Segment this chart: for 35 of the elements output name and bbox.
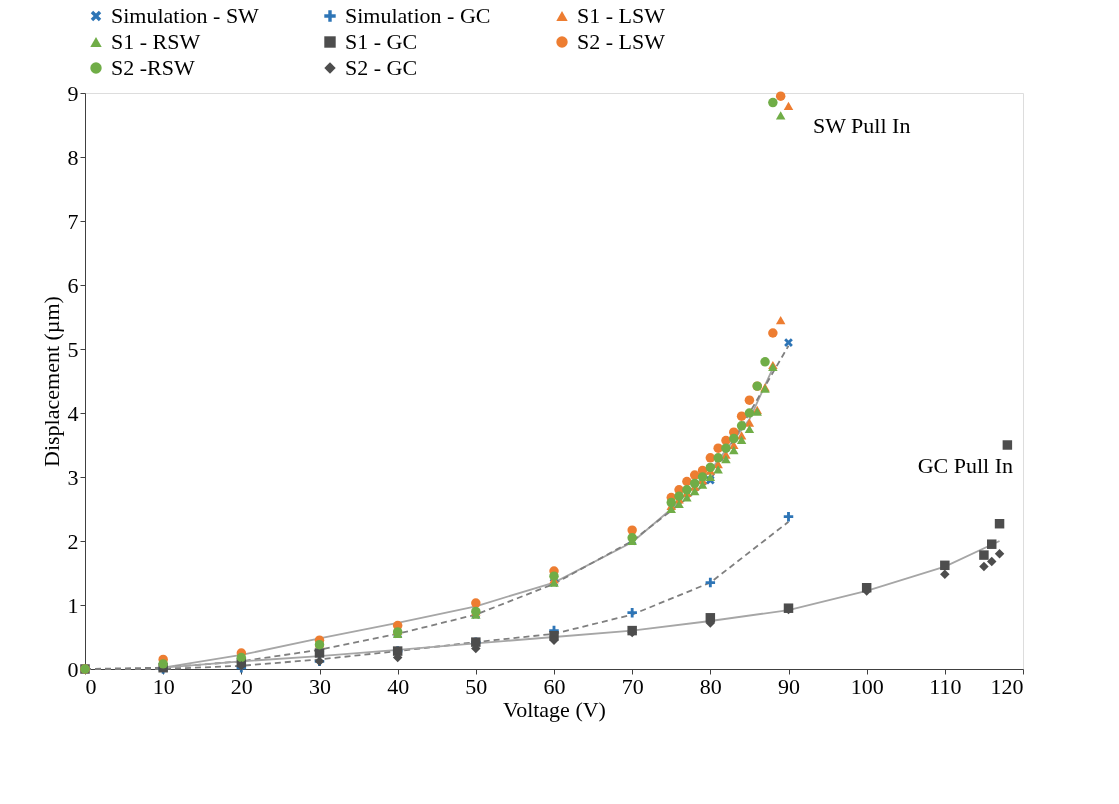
annotation: SW Pull In — [813, 113, 911, 138]
legend-label: Simulation - GC — [345, 3, 491, 28]
x-tick-label: 100 — [850, 673, 884, 699]
y-tick-label: 2 — [67, 528, 79, 554]
y-tick-label: 6 — [67, 272, 79, 298]
x-tick-label: 110 — [929, 673, 962, 699]
legend-label: S2 - LSW — [577, 29, 666, 54]
legend-label: S2 - GC — [345, 55, 418, 80]
legend-label: S1 - GC — [345, 29, 418, 54]
y-tick-label: 8 — [67, 144, 79, 170]
x-tick-label: 60 — [543, 673, 566, 699]
x-tick-label: 20 — [230, 673, 253, 699]
x-tick-label: 120 — [990, 673, 1024, 699]
annotation: GC Pull In — [917, 453, 1013, 478]
y-tick-label: 1 — [67, 592, 79, 618]
x-tick-label: 80 — [699, 673, 722, 699]
x-tick-label: 40 — [387, 673, 410, 699]
legend-label: S1 - RSW — [111, 29, 201, 54]
y-axis-title: Displacement (µm) — [38, 296, 64, 467]
y-tick-label: 4 — [67, 400, 79, 426]
legend-label: Simulation - SW — [111, 3, 260, 28]
legend-label: S1 - LSW — [577, 3, 666, 28]
x-axis-title: Voltage (V) — [503, 696, 606, 722]
x-tick-label: 70 — [621, 673, 644, 699]
x-tick-label: 10 — [152, 673, 175, 699]
y-tick-label: 0 — [67, 656, 79, 682]
y-tick-label: 3 — [67, 464, 79, 490]
y-tick-label: 5 — [67, 336, 79, 362]
y-tick-label: 9 — [67, 80, 79, 106]
legend-label: S2 -RSW — [111, 55, 195, 80]
x-tick-label: 30 — [309, 673, 331, 699]
x-tick-label: 50 — [465, 673, 488, 699]
x-tick-label: 0 — [85, 673, 97, 699]
x-tick-label: 90 — [778, 673, 800, 699]
y-tick-label: 7 — [67, 208, 79, 234]
